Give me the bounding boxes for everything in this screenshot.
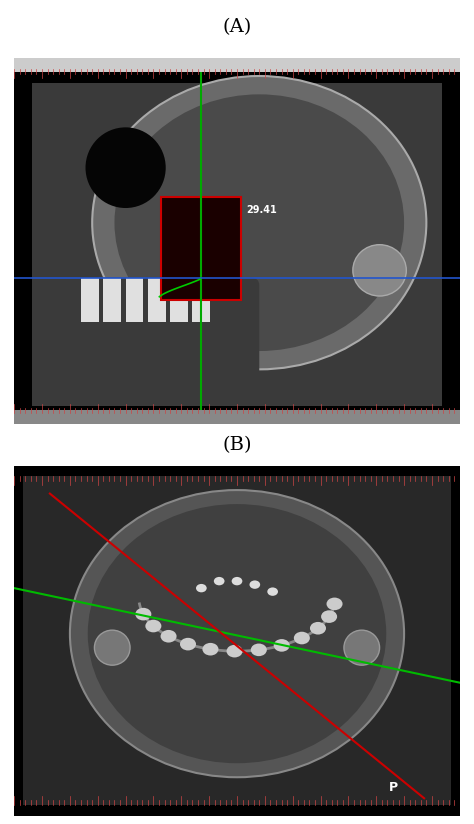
Circle shape (310, 622, 326, 634)
Circle shape (273, 639, 290, 652)
Bar (103, 278, 121, 321)
Circle shape (294, 632, 310, 644)
Text: 29.41: 29.41 (246, 205, 277, 215)
Circle shape (251, 644, 267, 656)
Ellipse shape (94, 630, 130, 665)
Bar (170, 278, 188, 321)
FancyBboxPatch shape (32, 83, 442, 406)
Bar (126, 278, 144, 321)
Ellipse shape (92, 76, 427, 369)
Bar (14, 58, 460, 73)
Ellipse shape (85, 128, 166, 208)
Circle shape (327, 597, 343, 611)
Circle shape (135, 608, 151, 620)
Bar (161, 197, 241, 300)
Circle shape (232, 577, 242, 585)
Circle shape (180, 638, 196, 650)
Bar (81, 278, 99, 321)
Ellipse shape (70, 490, 404, 777)
Circle shape (227, 645, 243, 658)
Circle shape (196, 584, 207, 592)
Ellipse shape (344, 630, 380, 665)
Circle shape (249, 580, 260, 589)
FancyBboxPatch shape (23, 476, 451, 805)
Circle shape (146, 620, 161, 632)
Circle shape (161, 630, 177, 643)
Circle shape (267, 588, 278, 596)
Ellipse shape (115, 95, 404, 351)
Bar (14, 410, 460, 424)
Text: (A): (A) (222, 18, 252, 35)
Circle shape (214, 577, 225, 585)
Ellipse shape (88, 504, 386, 763)
Bar (192, 278, 210, 321)
Circle shape (202, 643, 219, 656)
Circle shape (321, 611, 337, 623)
Text: P: P (388, 781, 398, 794)
Ellipse shape (353, 245, 406, 296)
Text: (B): (B) (222, 436, 252, 454)
Bar (148, 278, 166, 321)
FancyBboxPatch shape (41, 278, 259, 402)
